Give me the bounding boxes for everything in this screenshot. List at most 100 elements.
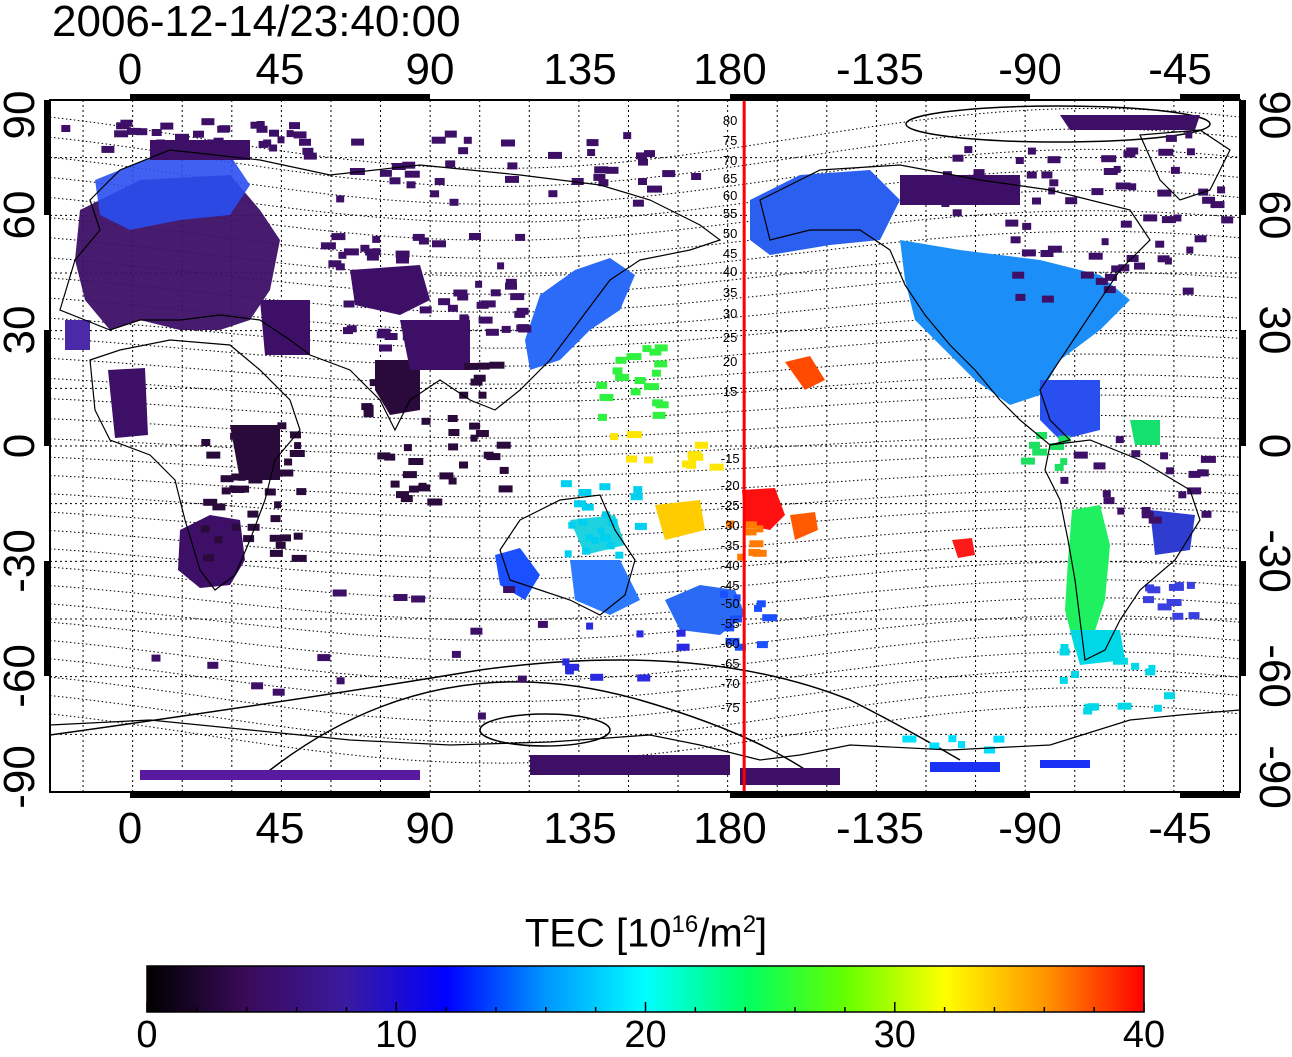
tec-patch-pacific-vanuatu — [655, 500, 705, 540]
tec-cell — [303, 152, 317, 160]
tec-cell — [991, 182, 1002, 190]
tec-cell — [274, 501, 282, 509]
frame-bar-right — [1240, 330, 1246, 446]
y-axis-left: 90 60 30 0 -30 -60 -90 — [0, 91, 44, 809]
tec-cell — [1217, 186, 1226, 194]
tec-cell — [1103, 497, 1115, 505]
tec-cell — [615, 356, 627, 364]
tec-cell — [682, 460, 696, 468]
tec-cell — [902, 735, 917, 743]
tec-cell — [1041, 295, 1054, 303]
tec-patch-central-africa — [230, 425, 280, 480]
colorbar-tick-label: 0 — [136, 1014, 158, 1056]
tec-cell — [469, 422, 481, 430]
frame-bar-top — [730, 94, 1030, 100]
tec-cell — [369, 379, 380, 387]
tec-cell — [1172, 612, 1184, 620]
coastlines — [50, 129, 1240, 761]
tec-data-layer — [61, 115, 1234, 785]
tec-cell — [421, 417, 431, 425]
colorbar-label-unit: /m — [698, 911, 743, 956]
magnetic-contour — [50, 189, 1240, 241]
tec-cell — [1157, 189, 1172, 197]
tec-cell — [384, 333, 398, 340]
tec-cell — [634, 522, 647, 530]
frame-bar-bottom — [730, 792, 1030, 798]
y-tick-label: -60 — [1250, 644, 1292, 708]
tec-cell — [237, 485, 250, 493]
tec-cell — [638, 178, 647, 185]
tec-cell — [1005, 219, 1019, 227]
tec-cell — [284, 458, 293, 466]
tec-cell — [230, 432, 241, 440]
tec-cell — [1015, 293, 1026, 301]
tec-cell — [973, 181, 986, 189]
contour-label: 50 — [723, 226, 737, 241]
tec-cell — [1194, 235, 1207, 243]
colorbar-tick-label: 30 — [873, 1014, 916, 1056]
tec-cell — [1186, 581, 1195, 589]
tec-cell — [1158, 148, 1174, 156]
tec-cell — [363, 410, 374, 418]
tec-cell — [1012, 271, 1025, 279]
colorbar-label-exp: 16 — [671, 911, 699, 938]
tec-cell — [577, 518, 587, 526]
tec-cell — [615, 373, 630, 381]
tec-cell — [593, 173, 606, 181]
tec-patch-antarctica-1 — [140, 770, 420, 780]
tec-cell — [286, 130, 294, 138]
tec-cell — [331, 233, 346, 241]
tec-cell — [734, 643, 746, 651]
tec-cell — [1071, 671, 1079, 678]
contour-label: -20 — [721, 478, 740, 493]
tec-cell — [1073, 451, 1088, 459]
tec-cell — [654, 344, 668, 352]
tec-cell — [1095, 277, 1108, 285]
tec-cell — [434, 178, 445, 185]
frame-bar-left — [44, 330, 50, 446]
tec-cell — [206, 451, 221, 459]
tec-cell — [270, 515, 281, 523]
tec-cell — [1200, 455, 1216, 463]
tec-cell — [201, 439, 211, 446]
tec-cell — [247, 440, 259, 447]
tec-cell — [247, 523, 260, 531]
tec-cell — [1143, 214, 1158, 222]
magnetic-contour — [50, 271, 1240, 313]
tec-patch-mideast — [260, 300, 310, 355]
tec-cell — [289, 122, 300, 130]
magnetic-contour — [50, 561, 1240, 600]
contour-label: -35 — [721, 538, 740, 553]
tec-cell — [615, 551, 624, 559]
tec-cell — [581, 503, 594, 511]
tec-cell — [626, 353, 642, 361]
tec-cell — [501, 325, 511, 333]
tec-patch-tahiti — [952, 538, 975, 558]
tec-cell — [338, 251, 347, 259]
tec-cell — [948, 735, 957, 743]
tec-cell — [453, 337, 463, 345]
magnetic-contour — [50, 543, 1240, 580]
tec-cell — [418, 484, 431, 492]
tec-patch-australia-se — [570, 560, 640, 615]
tec-cell — [733, 594, 741, 602]
tec-patch-north-africa — [108, 368, 148, 438]
tec-patch-caribbean-green — [1130, 420, 1160, 445]
contour-label: 20 — [723, 354, 737, 369]
tec-cell — [200, 525, 210, 533]
tec-cell — [1032, 448, 1048, 456]
tec-cell — [574, 500, 586, 508]
tec-cell — [402, 333, 415, 341]
tec-cell — [451, 650, 461, 658]
coast-greenland — [1139, 129, 1231, 201]
tec-cell — [237, 451, 248, 459]
tec-cell — [510, 293, 525, 301]
tec-cell — [1112, 657, 1128, 665]
coast-australia — [499, 494, 636, 616]
contour-label: -65 — [721, 656, 740, 671]
tec-cell — [634, 377, 646, 384]
y-tick-label: 60 — [0, 191, 44, 240]
tec-cell — [644, 150, 655, 158]
tec-cell — [127, 127, 141, 135]
tec-cell — [952, 209, 962, 217]
